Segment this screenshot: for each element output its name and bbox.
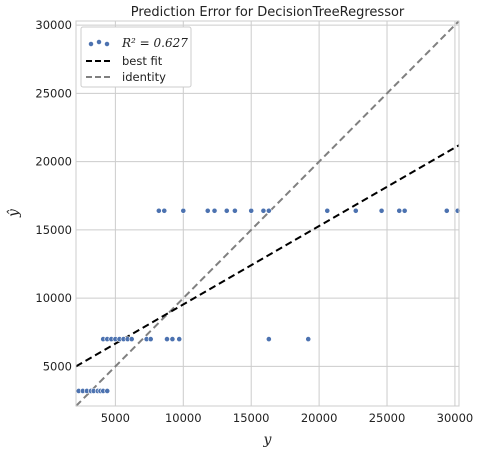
data-point: [443, 207, 450, 214]
data-point: [169, 336, 176, 343]
plot-frame: [75, 20, 460, 407]
y-tick-label: 20000: [35, 155, 72, 169]
data-point: [204, 207, 211, 214]
y-tick-label: 30000: [35, 18, 72, 32]
y-tick-labels: 5000 10000 15000 20000 25000 30000: [35, 18, 72, 373]
data-point: [396, 207, 403, 214]
chart-title: Prediction Error for DecisionTreeRegress…: [131, 5, 405, 20]
y-tick-label: 15000: [35, 223, 72, 237]
data-point: [223, 207, 230, 214]
data-point: [265, 207, 272, 214]
data-point: [378, 207, 385, 214]
data-point: [324, 207, 331, 214]
data-point: [352, 207, 359, 214]
data-point: [211, 207, 218, 214]
legend-identity-label: identity: [122, 70, 166, 84]
data-point: [265, 336, 272, 343]
y-axis-label: ŷ: [5, 208, 22, 218]
data-point: [305, 336, 312, 343]
identity-line: [75, 20, 460, 407]
x-tick-label: 25000: [369, 411, 406, 425]
x-tick-label: 15000: [233, 411, 270, 425]
legend: R² = 0.627 best fit identity: [80, 26, 192, 88]
x-axis-label: y: [263, 432, 273, 448]
data-point: [180, 207, 187, 214]
best-fit-line: [75, 144, 460, 368]
data-point: [155, 207, 162, 214]
data-point: [248, 207, 255, 214]
data-point: [401, 207, 408, 214]
data-point: [164, 336, 170, 343]
data-point: [128, 336, 135, 343]
data-point: [161, 207, 168, 214]
legend-points-label: R² = 0.627: [121, 36, 188, 50]
x-tick-labels: 5000 10000 15000 20000 25000 30000: [101, 411, 473, 425]
data-point: [104, 388, 111, 394]
data-point: [260, 207, 267, 214]
y-tick-label: 5000: [43, 359, 72, 373]
data-point: [147, 336, 154, 343]
y-tick-label: 25000: [35, 86, 72, 100]
legend-best-fit-label: best fit: [122, 54, 163, 68]
data-point: [176, 336, 183, 343]
x-tick-label: 20000: [301, 411, 338, 425]
legend-point: [88, 41, 94, 47]
legend-points-marker: [88, 39, 110, 47]
legend-point: [104, 41, 110, 47]
data-point: [232, 207, 238, 214]
y-tick-label: 10000: [35, 291, 72, 305]
x-tick-label: 30000: [437, 411, 474, 425]
scatter-points: [75, 207, 461, 394]
legend-point: [96, 39, 102, 45]
best-fit-line-layer: [75, 144, 460, 368]
identity-line-layer: [75, 20, 460, 407]
x-tick-label: 10000: [165, 411, 202, 425]
x-tick-label: 5000: [101, 411, 130, 425]
